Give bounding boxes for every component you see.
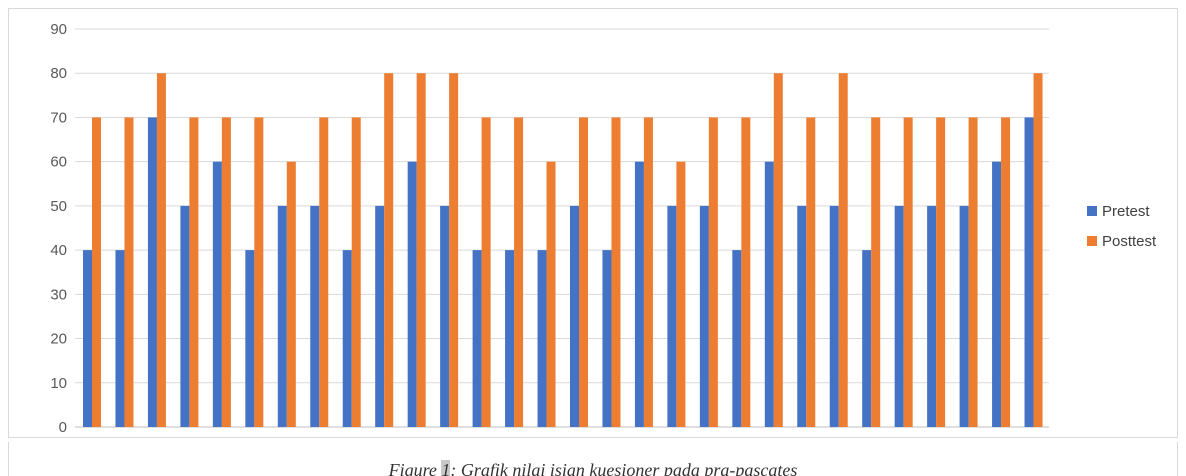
bar-posttest [611,117,621,427]
bar-posttest [156,73,166,427]
bar-posttest [871,117,881,427]
bar-posttest [351,117,361,427]
bar-pretest [570,205,579,427]
bar-pretest [115,250,125,427]
bar-pretest [862,250,872,427]
bar-posttest [708,117,718,427]
bar-pretest [699,205,709,427]
caption-container: Figure 1: Grafik nilai isian kuesioner p… [8,442,1178,476]
bar-posttest [416,73,426,427]
bar-posttest [124,117,134,427]
figure-caption: Figure 1: Grafik nilai isian kuesioner p… [9,460,1177,476]
bar-pretest [505,250,515,427]
y-tick-label: 20 [50,331,67,348]
chart-area: 0 10 20 30 40 50 60 70 80 90 Pretest Posttest [8,8,1178,438]
bar-posttest [92,117,101,427]
bar-posttest [1001,117,1011,427]
bar-pretest [83,250,92,427]
bar-pretest [310,205,320,427]
bar-pretest [180,205,190,427]
bar-posttest [221,117,231,427]
y-tick-label: 90 [50,21,67,38]
y-tick-label: 60 [50,154,67,171]
y-axis: 0 10 20 30 40 50 60 70 80 90 [50,21,67,436]
bar-posttest [643,117,653,427]
bar-pretest [894,205,904,427]
bar-posttest [968,117,978,427]
bar-posttest [741,117,751,427]
gridlines [75,28,1049,428]
y-tick-label: 80 [50,65,67,82]
bar-pretest [472,250,482,427]
bar-pretest [440,205,450,427]
bar-posttest [806,117,816,427]
bar-pretest [797,205,807,427]
bar-pretest [147,117,157,427]
caption-prefix: Figure [388,460,442,476]
legend-swatch-pretest [1087,206,1097,216]
y-tick-label: 50 [50,198,67,215]
bar-posttest [546,161,556,427]
bar-posttest [936,117,946,427]
bar-pretest [1024,117,1034,427]
bar-pretest [375,205,385,427]
legend-swatch-posttest [1087,236,1097,246]
bar-pretest [732,250,742,427]
bar-posttest [579,117,588,427]
bar-chart: 0 10 20 30 40 50 60 70 80 90 Pretest Posttest [50,21,1157,436]
bar-posttest [838,73,848,427]
bar-pretest [212,161,222,427]
bar-posttest [449,73,459,427]
bar-posttest [286,161,296,427]
bar-posttest [384,73,394,427]
bar-pretest [602,250,612,427]
bar-pretest [634,161,644,427]
y-tick-label: 70 [50,109,67,126]
caption-text: : Grafik nilai isian kuesioner pada pra-… [450,460,798,476]
y-tick-label: 30 [50,286,67,303]
legend: Pretest Posttest [1087,203,1157,250]
bar-pretest [537,250,547,427]
bar-posttest [514,117,524,427]
bar-posttest [319,117,329,427]
bar-posttest [481,117,491,427]
bar-posttest [676,161,686,427]
y-tick-label: 10 [50,375,67,392]
bar-pretest [992,161,1002,427]
bar-pretest [927,205,937,427]
bar-pretest [342,250,352,427]
caption-number: 1 [441,460,451,476]
legend-label-posttest: Posttest [1102,233,1157,250]
bar-pretest [277,205,287,427]
legend-label-pretest: Pretest [1102,203,1150,220]
bar-pretest [829,205,839,427]
y-tick-label: 40 [50,242,67,259]
bar-posttest [773,73,783,427]
bar-pretest [245,250,255,427]
bar-posttest [903,117,913,427]
bar-pretest [407,161,417,427]
bar-posttest [189,117,199,427]
bars [83,73,1043,427]
bar-posttest [1033,73,1043,427]
y-tick-label: 0 [59,419,67,436]
bar-pretest [764,161,774,427]
bar-posttest [254,117,264,427]
bar-pretest [959,205,969,427]
bar-pretest [667,205,677,427]
